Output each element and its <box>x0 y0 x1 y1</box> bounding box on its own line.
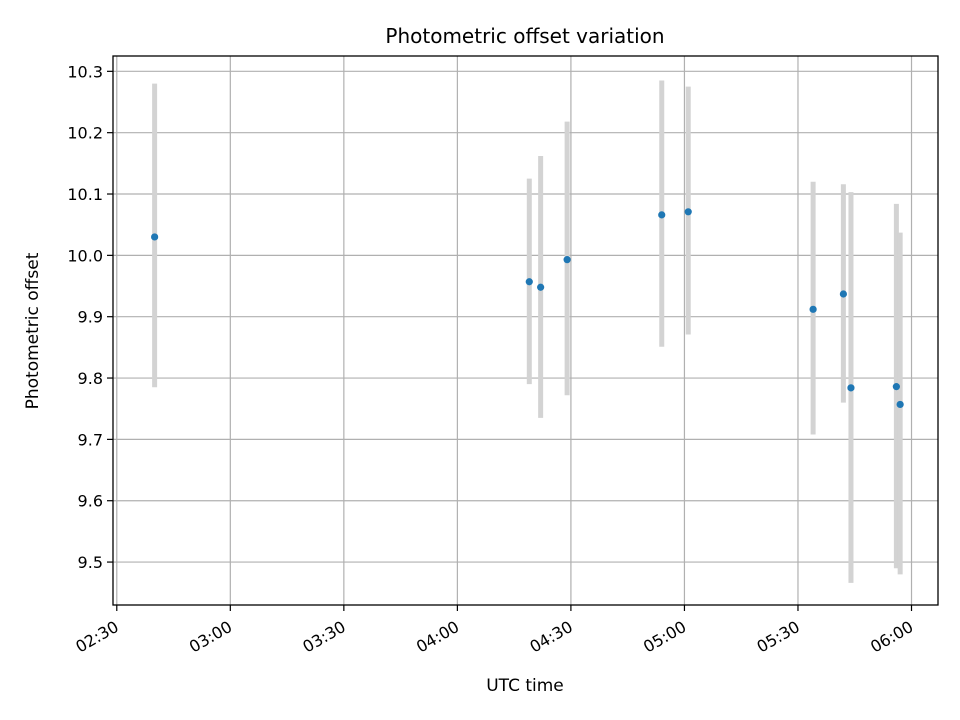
data-point <box>684 208 692 216</box>
data-point <box>896 400 904 409</box>
data-point <box>847 384 855 392</box>
data-point <box>658 211 666 219</box>
data-point <box>809 305 817 313</box>
data-point <box>892 383 900 391</box>
x-axis-ticks: 02:30 03:00 03:30 04:00 04:30 05:00 05:30 06:00 <box>72 605 917 657</box>
x-tick-label: 04:00 <box>413 617 462 657</box>
x-tick-label: 04:30 <box>526 617 575 657</box>
y-tick-label: 10.3 <box>67 62 103 81</box>
y-tick-label: 10.0 <box>67 246 103 265</box>
x-tick-label: 06:00 <box>867 617 916 657</box>
y-tick-label: 10.2 <box>67 124 103 143</box>
data-point <box>563 256 571 264</box>
data-point <box>839 290 847 298</box>
data-point <box>151 233 159 241</box>
y-tick-label: 9.8 <box>78 369 103 388</box>
y-tick-label: 9.7 <box>78 430 103 449</box>
chart-title: Photometric offset variation <box>385 24 664 48</box>
x-axis-label: UTC time <box>486 676 564 696</box>
data-point <box>525 278 533 286</box>
y-tick-label: 10.1 <box>67 185 103 204</box>
x-tick-label: 03:00 <box>186 617 235 657</box>
error-bars <box>152 80 903 583</box>
y-tick-label: 9.6 <box>78 492 103 511</box>
x-tick-label: 05:30 <box>754 617 803 657</box>
y-tick-label: 9.5 <box>78 553 103 572</box>
plot-frame <box>112 55 939 606</box>
x-tick-label: 03:30 <box>299 617 348 657</box>
y-axis-label: Photometric offset <box>23 252 43 409</box>
data-points <box>151 208 904 409</box>
data-point <box>537 283 545 291</box>
y-tick-label: 9.9 <box>78 308 103 327</box>
x-tick-label: 02:30 <box>72 617 121 657</box>
y-axis-ticks: 9.5 9.6 9.7 9.8 9.9 10.0 10.1 10.2 10.3 <box>67 62 113 572</box>
grid <box>113 56 938 605</box>
x-tick-label: 05:00 <box>640 617 689 657</box>
